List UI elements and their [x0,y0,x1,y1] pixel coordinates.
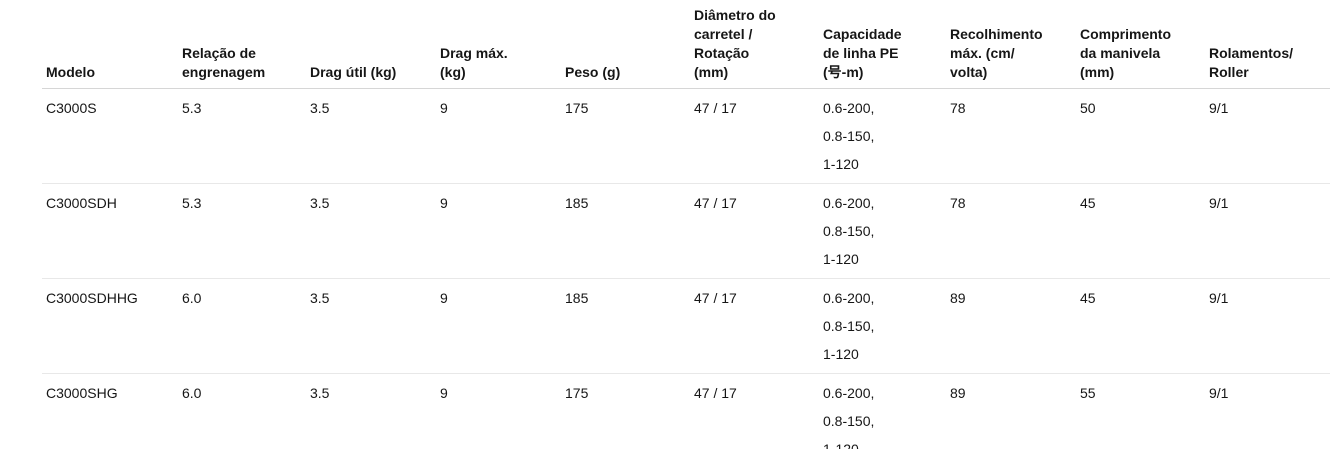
col-header-drag-max: Drag máx. (kg) [436,0,561,89]
reel-spec-table: Modelo Relação de engrenagem Drag útil (… [42,0,1330,449]
table-row-c3000sdhhg: C3000SDHHG 6.0 3.5 9 185 47 / 17 0.6-200… [42,278,1330,374]
cell-modelo: C3000SDHHG [42,278,178,374]
col-header-capacidade: Capacidade de linha PE (号-m) [819,0,946,89]
table-row-c3000sdh: C3000SDH 5.3 3.5 9 185 47 / 17 0.6-200, … [42,183,1330,279]
table-row-c3000shg: C3000SHG 6.0 3.5 9 175 47 / 17 0.6-200, … [42,373,1330,449]
cell-rolamentos: 9/1 [1205,278,1330,374]
cell-diametro: 47 / 17 [690,183,819,279]
cell-comprimento: 45 [1076,278,1205,374]
col-header-drag-util: Drag útil (kg) [306,0,436,89]
cell-capacidade: 0.6-200, 0.8-150, 1-120 [819,278,946,374]
cell-relacao: 6.0 [182,384,202,401]
cell-recolhimento: 78 [946,88,1076,184]
cell-diametro: 47 / 17 [690,278,819,374]
cell-peso: 175 [561,88,690,184]
cell-drag-util: 3.5 [306,88,436,184]
cell-modelo: C3000SHG [46,384,118,401]
cell-drag-util: 3.5 [306,183,436,279]
col-header-peso: Peso (g) [561,0,690,89]
cell-peso: 185 [561,183,690,279]
cell-capacidade: 0.6-200, 0.8-150, 1-120 [823,384,875,449]
cell-drag-max: 9 [436,183,561,279]
cell-drag-max: 9 [440,384,448,401]
cell-capacidade: 0.6-200, 0.8-150, 1-120 [819,183,946,279]
cell-drag-max: 9 [436,88,561,184]
cell-modelo: C3000S [42,88,178,184]
cell-recolhimento: 78 [946,183,1076,279]
cell-comprimento: 55 [1080,384,1096,401]
cell-relacao: 5.3 [178,88,306,184]
col-header-relacao: Relação de engrenagem [178,0,306,89]
cell-relacao: 6.0 [178,278,306,374]
cell-rolamentos: 9/1 [1205,183,1330,279]
col-header-rolamentos: Rolamentos/ Roller [1205,0,1330,89]
cell-recolhimento: 89 [950,384,966,401]
cell-capacidade: 0.6-200, 0.8-150, 1-120 [819,88,946,184]
col-header-comprimento: Comprimento da manivela (mm) [1076,0,1205,89]
col-header-diametro: Diâmetro do carretel / Rotação (mm) [690,0,819,89]
cell-peso: 185 [561,278,690,374]
cell-relacao: 5.3 [178,183,306,279]
cell-diametro: 47 / 17 [690,88,819,184]
cell-comprimento: 50 [1076,88,1205,184]
cell-drag-util: 3.5 [310,384,330,401]
col-header-modelo: Modelo [42,0,178,89]
cell-rolamentos: 9/1 [1205,88,1330,184]
cell-modelo: C3000SDH [42,183,178,279]
cell-drag-util: 3.5 [306,278,436,374]
table-row-c3000s: C3000S 5.3 3.5 9 175 47 / 17 0.6-200, 0.… [42,88,1330,184]
cell-recolhimento: 89 [946,278,1076,374]
cell-rolamentos: 9/1 [1209,384,1229,401]
cell-drag-max: 9 [436,278,561,374]
col-header-recolhimento: Recolhimento máx. (cm/ volta) [946,0,1076,89]
header-row: Modelo Relação de engrenagem Drag útil (… [42,0,1330,89]
cell-comprimento: 45 [1076,183,1205,279]
cell-peso: 175 [565,384,589,401]
cell-diametro: 47 / 17 [694,384,737,401]
